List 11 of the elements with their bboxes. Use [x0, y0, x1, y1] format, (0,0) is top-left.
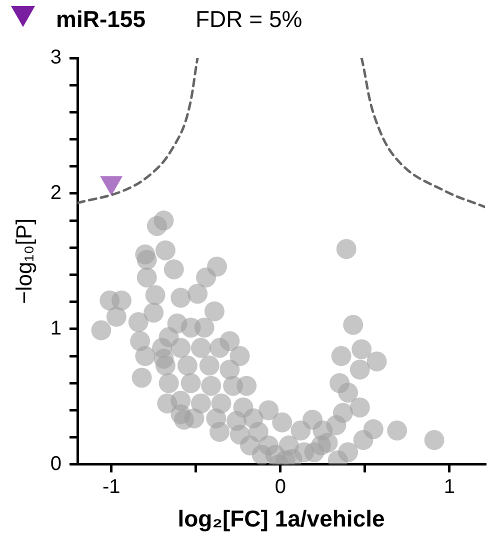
y-axis-title: −log₁₀[P]	[11, 218, 36, 304]
y-tick-label: 2	[50, 182, 62, 204]
y-tick-label: 3	[50, 46, 62, 69]
x-tick-label: 0	[274, 476, 286, 498]
legend-label: miR-155	[56, 6, 146, 32]
y-tick-label: 0	[50, 452, 62, 475]
series-label: FDR = 5%	[195, 6, 302, 32]
x-tick-label: -1	[102, 476, 120, 498]
y-tick-label: 1	[50, 317, 62, 340]
x-tick-label: 1	[444, 476, 456, 498]
x-axis-title: log₂[FC] 1a/vehicle	[178, 506, 385, 532]
